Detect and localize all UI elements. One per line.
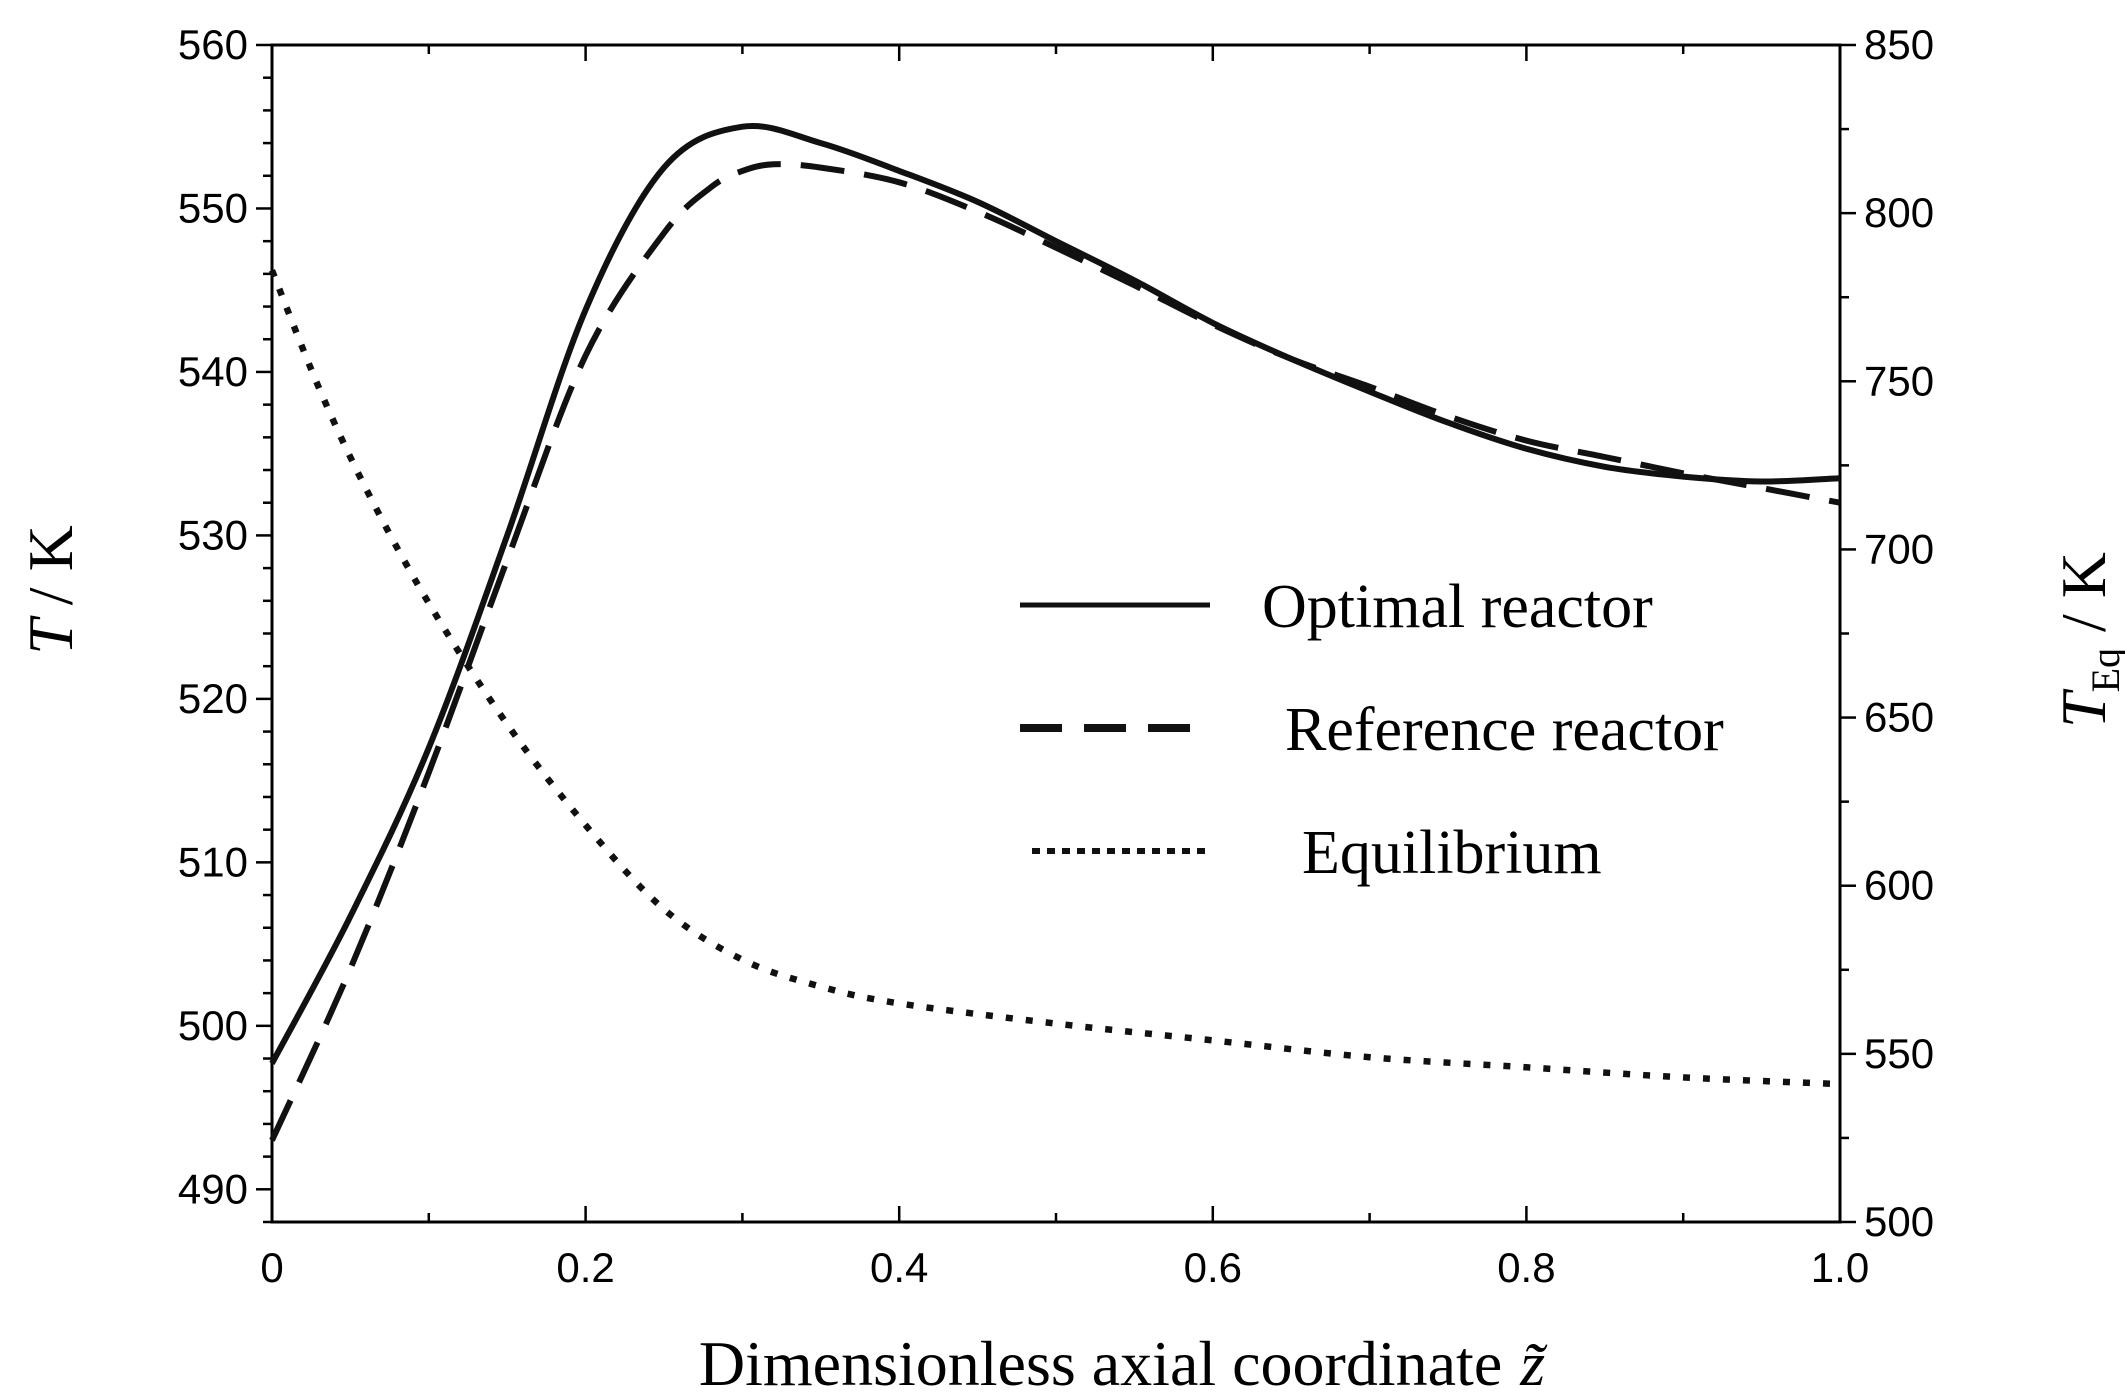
y-left-tick-label: 550 [178,184,248,231]
axis-ticks [256,43,1856,1224]
y-right-tick-label: 600 [1864,862,1934,909]
series-line-reference-reactor [269,161,1841,1142]
y-right-tick-label: 650 [1864,694,1934,741]
y-right-tick-label: 750 [1864,357,1934,404]
x-tick-label: 0.8 [1497,1244,1555,1291]
y-left-tick-label: 540 [178,348,248,395]
y-right-tick-label: 700 [1864,525,1934,572]
y-left-tick-label: 490 [178,1165,248,1212]
legend-label-equilibrium: Equilibrium [1302,819,1602,887]
series-lines [268,122,1841,1142]
legend-label-reference: Reference reactor [1285,696,1724,764]
y-right-tick-label: 850 [1864,21,1934,68]
y-left-tick-label: 520 [178,675,248,722]
y-left-tick-label: 560 [178,21,248,68]
y-left-tick-label: 530 [178,511,248,558]
y-right-tick-label: 550 [1864,1030,1934,1077]
y-left-tick-label: 510 [178,838,248,885]
x-tick-label: 0 [260,1244,283,1291]
y-axis-right-title: TEq/ K [2048,552,2125,728]
x-tick-label: 0.2 [556,1244,614,1291]
legend-label-optimal: Optimal reactor [1262,573,1653,641]
series-line-equilibrium [268,269,1841,1088]
y-axis-left-title: T/ K [15,525,86,655]
x-tick-label: 0.6 [1184,1244,1242,1291]
x-tick-label: 0.4 [870,1244,928,1291]
x-axis-title: Dimensionless axial coordinate z̃ [699,1328,1548,1399]
y-left-tick-label: 500 [178,1002,248,1049]
series-line-optimal-reactor [269,122,1841,1065]
y-right-tick-label: 500 [1864,1198,1934,1245]
tick-labels: 0 0.2 0.4 0.6 0.8 1.0 490 500 510 520 530 540 550 560… [178,21,1934,1291]
x-tick-label: 1.0 [1811,1244,1869,1291]
y-right-tick-label: 800 [1864,189,1934,236]
legend: Optimal reactor Reference reactor Equili… [1020,573,1724,887]
